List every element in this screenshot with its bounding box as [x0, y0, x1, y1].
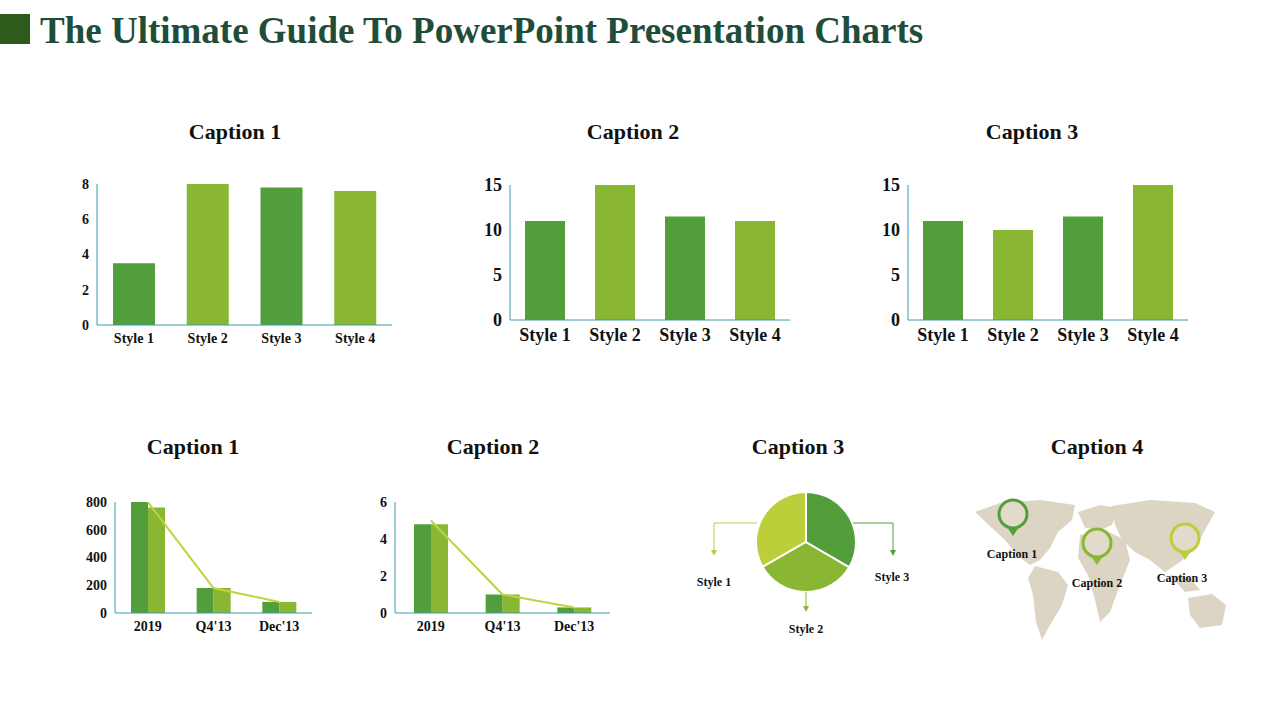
- svg-text:5: 5: [891, 265, 900, 285]
- svg-text:Dec'13: Dec'13: [259, 619, 299, 634]
- svg-text:Style 3: Style 3: [261, 331, 301, 346]
- svg-text:5: 5: [493, 265, 502, 285]
- html-text:The Ultimate Guide To PowerPoi: The Ultimate Guide To PowerPoint Present…: [40, 10, 924, 51]
- html-text:Caption 1: Caption 1: [146, 434, 240, 459]
- svg-text:0: 0: [493, 310, 502, 330]
- svg-text:Style 3: Style 3: [1057, 325, 1109, 345]
- svg-text:Style 1: Style 1: [114, 331, 154, 346]
- svg-text:Dec'13: Dec'13: [554, 619, 594, 634]
- html-text:Caption 3: Caption 3: [751, 434, 845, 459]
- svg-text:0: 0: [82, 318, 89, 333]
- svg-text:400: 400: [86, 550, 107, 565]
- svg-text:10: 10: [484, 220, 502, 240]
- svg-text:2: 2: [82, 283, 89, 298]
- svg-text:4: 4: [380, 532, 387, 547]
- svg-text:2019: 2019: [134, 619, 162, 634]
- svg-text:Q4'13: Q4'13: [196, 619, 232, 634]
- svg-text:Q4'13: Q4'13: [485, 619, 521, 634]
- svg-text:15: 15: [882, 175, 900, 195]
- svg-text:Caption 3: Caption 3: [1157, 571, 1207, 585]
- svg-text:15: 15: [484, 175, 502, 195]
- svg-text:Style 1: Style 1: [519, 325, 571, 345]
- html-text:Caption 2: Caption 2: [446, 434, 540, 459]
- svg-text:0: 0: [891, 310, 900, 330]
- svg-text:Style 4: Style 4: [335, 331, 375, 346]
- svg-text:6: 6: [380, 495, 387, 510]
- html-text:Caption 1: Caption 1: [188, 119, 282, 144]
- svg-text:0: 0: [100, 606, 107, 621]
- svg-text:Caption 1: Caption 1: [987, 547, 1037, 561]
- svg-text:10: 10: [882, 220, 900, 240]
- svg-text:Style 3: Style 3: [659, 325, 711, 345]
- svg-text:6: 6: [82, 212, 89, 227]
- svg-text:200: 200: [86, 578, 107, 593]
- svg-text:Style 4: Style 4: [1127, 325, 1179, 345]
- svg-text:Style 2: Style 2: [188, 331, 228, 346]
- svg-text:Style 3: Style 3: [875, 570, 909, 584]
- svg-text:8: 8: [82, 177, 89, 192]
- svg-text:Style 4: Style 4: [729, 325, 781, 345]
- svg-text:2019: 2019: [417, 619, 445, 634]
- svg-text:0: 0: [380, 606, 387, 621]
- svg-text:Style 1: Style 1: [917, 325, 969, 345]
- svg-text:4: 4: [82, 247, 89, 262]
- svg-text:Style 2: Style 2: [987, 325, 1039, 345]
- svg-text:Style 1: Style 1: [697, 575, 731, 589]
- html-text:Caption 3: Caption 3: [985, 119, 1079, 144]
- html-text:Caption 2: Caption 2: [586, 119, 680, 144]
- svg-text:800: 800: [86, 495, 107, 510]
- svg-text:Style 2: Style 2: [789, 622, 823, 636]
- svg-text:Style 2: Style 2: [589, 325, 641, 345]
- svg-text:Caption 2: Caption 2: [1072, 576, 1122, 590]
- svg-text:600: 600: [86, 523, 107, 538]
- html-text:Caption 4: Caption 4: [1050, 434, 1144, 459]
- svg-text:2: 2: [380, 569, 387, 584]
